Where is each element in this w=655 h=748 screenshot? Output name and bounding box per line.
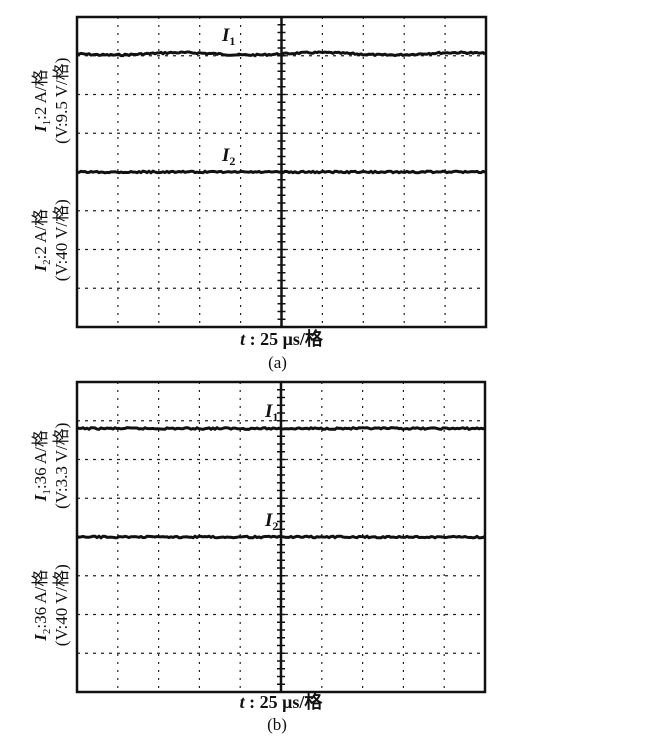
panel-label: (a) bbox=[268, 353, 287, 372]
y-axis-label-bottom-2: (V:40 V/格) bbox=[52, 564, 71, 646]
y-axis-label-top-1: I1:2 A/格 bbox=[31, 69, 53, 133]
trace-label-i2: I2 bbox=[221, 145, 235, 168]
scope-panel-b: I1 I2 I1:36 A/格 (V:3.3 V/格) I2:36 A/格 (V:40 V… bbox=[31, 380, 487, 734]
trace-i2 bbox=[76, 169, 486, 175]
trace-label-i1: I1 bbox=[221, 25, 235, 48]
trace-i2 bbox=[76, 534, 486, 540]
trace-i1 bbox=[76, 426, 486, 431]
scope-panel-a: I1 I2 I1:2 A/格 (V:9.5 V/格) I2:2 A/格 (V:40 V/格… bbox=[31, 15, 488, 372]
x-axis-label: t : 25 μs/格 bbox=[240, 328, 324, 349]
y-axis-label-top-1: I1:36 A/格 bbox=[31, 430, 53, 502]
trace-label-i1: I1 bbox=[264, 401, 278, 424]
trace-i1 bbox=[76, 50, 486, 58]
y-axis-label-bottom-1: I2:2 A/格 bbox=[31, 209, 53, 273]
y-axis-label-bottom-2: (V:40 V/格) bbox=[52, 199, 71, 281]
y-axis-label-top-2: (V:3.3 V/格) bbox=[52, 423, 71, 509]
trace-label-i2: I2 bbox=[264, 510, 278, 533]
y-axis-label-top-2: (V:9.5 V/格) bbox=[52, 58, 71, 144]
x-axis-label: t : 25 μs/格 bbox=[240, 691, 324, 712]
y-axis-label-bottom-1: I2:36 A/格 bbox=[31, 570, 53, 642]
panel-label: (b) bbox=[267, 715, 287, 734]
